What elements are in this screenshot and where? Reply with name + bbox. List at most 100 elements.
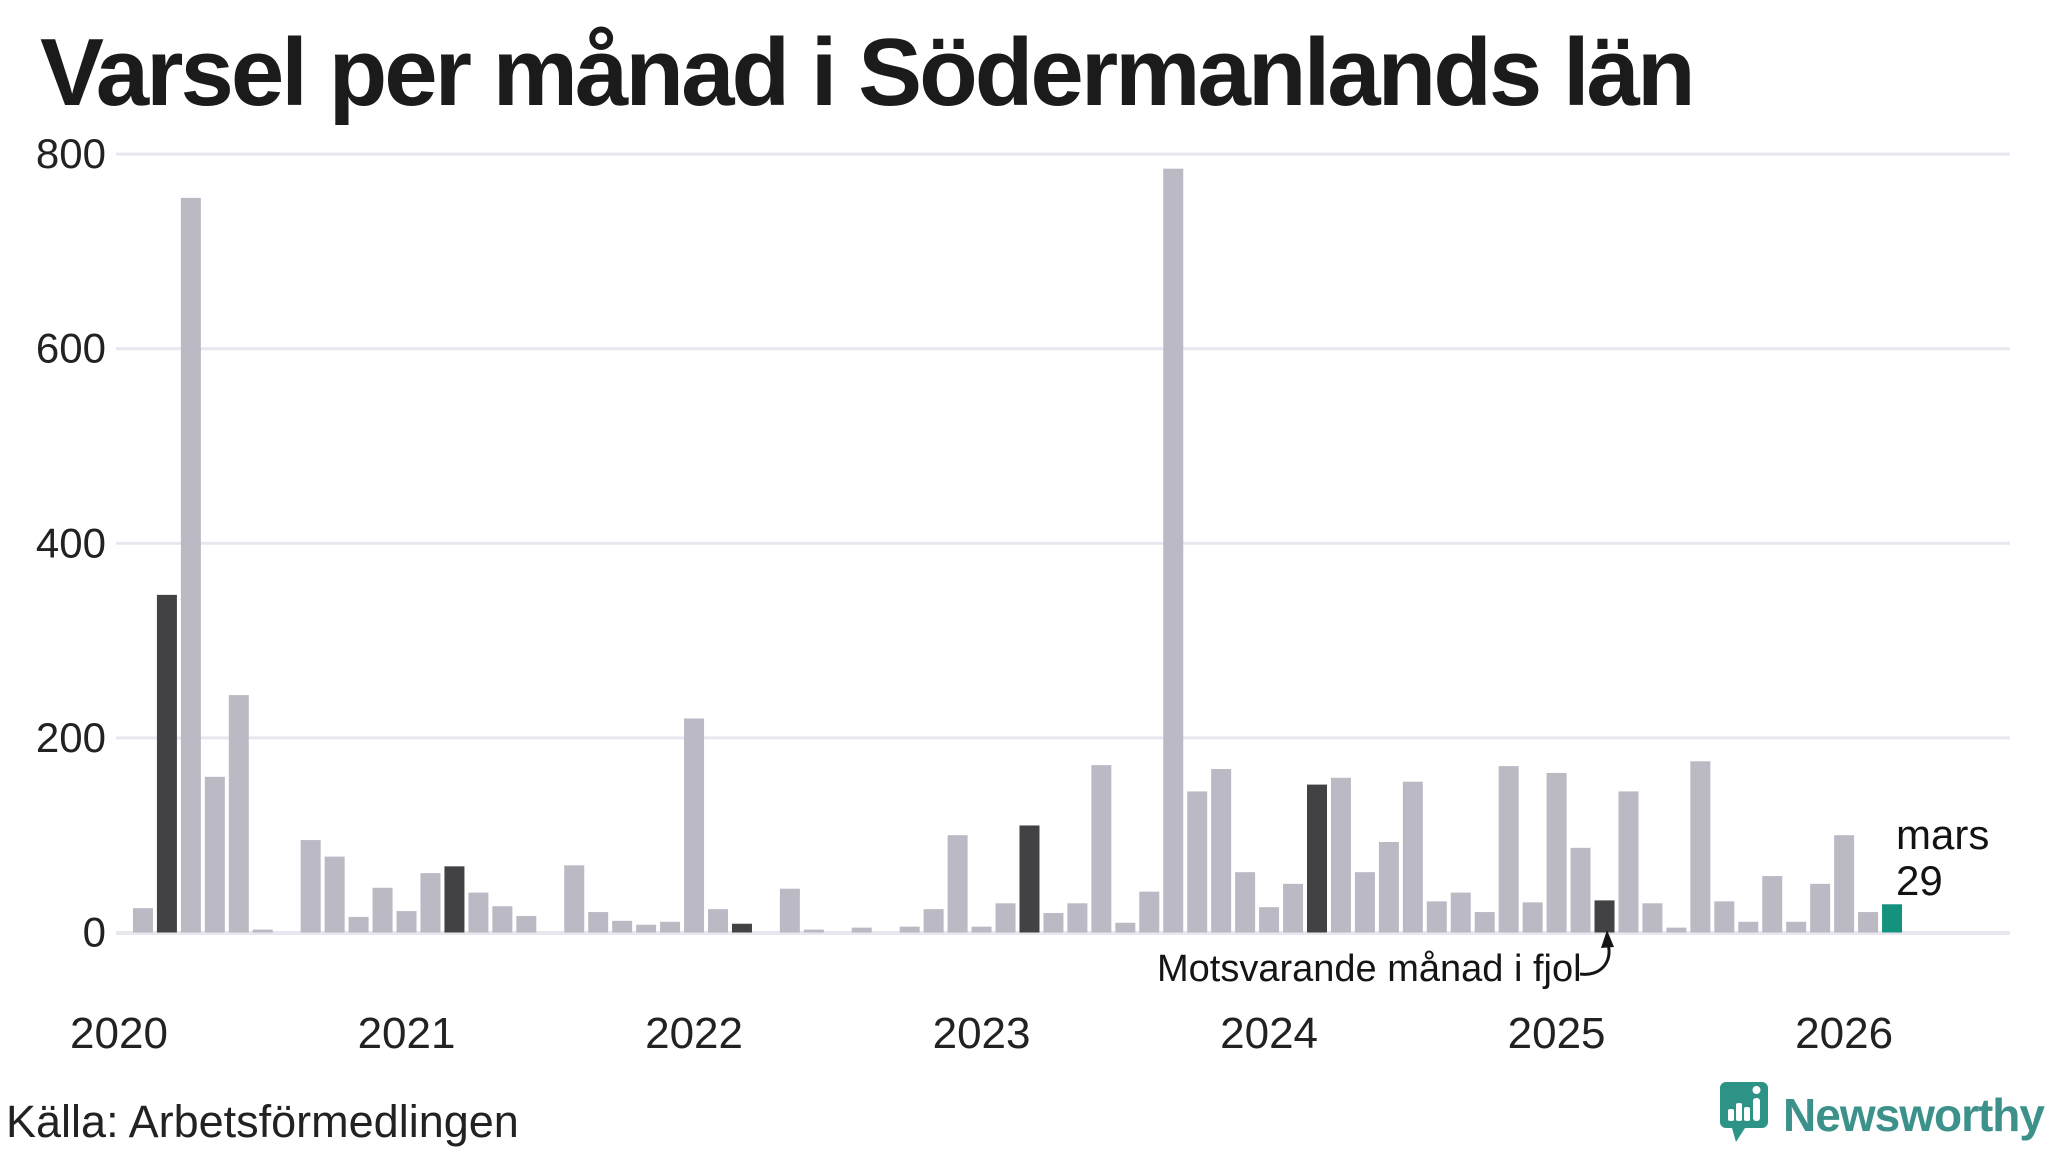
- bar-2024-jan: [1259, 907, 1280, 933]
- bar-2020-feb: [132, 908, 153, 933]
- bar-2025-jan: [1546, 772, 1567, 933]
- bar-2024-aug: [1426, 901, 1447, 933]
- bar-2025-sep: [1738, 921, 1759, 933]
- bar-2024-maj: [1354, 872, 1375, 933]
- bar-2021-jun: [516, 915, 537, 933]
- bar-2024-jul: [1402, 781, 1423, 933]
- x-tick-2021: 2021: [358, 1009, 456, 1058]
- bar-2021-nov: [636, 924, 657, 933]
- bar-2021-dec: [660, 921, 681, 933]
- x-tick-2025: 2025: [1508, 1009, 1606, 1058]
- chart-title: Varsel per månad i Södermanlands län: [40, 19, 1696, 126]
- bar-2023-jun: [1091, 765, 1112, 933]
- bar-2024-okt: [1474, 912, 1495, 933]
- bar-2023-feb: [995, 903, 1016, 933]
- bar-2022-aug: [851, 927, 872, 933]
- bar-2024-mar: [1307, 784, 1327, 933]
- gridline-0: [116, 931, 2010, 935]
- bars: [132, 168, 1903, 933]
- bar-2020-dec: [372, 887, 393, 933]
- y-tick-200: 200: [36, 714, 106, 761]
- x-tick-2024: 2024: [1220, 1009, 1318, 1058]
- bar-2020-maj: [204, 776, 225, 933]
- bar-2020-mar: [156, 594, 177, 933]
- bar-2021-apr: [468, 892, 489, 933]
- bar-2024-dec: [1522, 902, 1543, 933]
- bar-2021-mar: [444, 866, 465, 933]
- bar-2022-okt: [899, 926, 920, 933]
- bar-2023-nov: [1211, 769, 1232, 933]
- bar-2025-okt: [1762, 876, 1783, 933]
- bar-2025-mar: [1594, 900, 1615, 933]
- gridlines: [116, 152, 2010, 935]
- bar-2026-mar: [1882, 904, 1903, 933]
- bar-2023-mar: [1019, 825, 1040, 933]
- bar-2024-apr: [1330, 777, 1351, 933]
- bar-2021-jan: [396, 911, 417, 933]
- bar-2025-jul: [1690, 761, 1711, 933]
- bar-2020-jul: [252, 929, 273, 933]
- bar-2023-aug: [1139, 891, 1160, 933]
- bar-2025-aug: [1714, 901, 1735, 933]
- bar-2021-aug: [564, 865, 585, 933]
- brand-logo: Newsworthy: [1719, 1080, 2045, 1150]
- bar-2025-feb: [1570, 847, 1591, 933]
- current-month-name: mars: [1896, 811, 1990, 858]
- x-tick-2022: 2022: [645, 1009, 743, 1058]
- x-axis-year-labels: 2020 2021 2022 2023 2024 2025 2026: [70, 1009, 1893, 1058]
- bar-2025-maj: [1642, 903, 1663, 933]
- bar-2022-dec: [947, 835, 968, 933]
- annotation-label: Motsvarande månad i fjol: [1157, 948, 1582, 990]
- y-tick-400: 400: [36, 519, 106, 566]
- bar-2024-sep: [1450, 892, 1471, 933]
- bar-2022-feb: [708, 909, 728, 933]
- y-axis-tick-labels: 0 200 400 600 800: [36, 130, 106, 955]
- bar-2020-sep: [300, 840, 321, 933]
- bar-2023-apr: [1043, 913, 1064, 933]
- bar-2021-feb: [420, 873, 441, 933]
- bar-2025-dec: [1810, 883, 1831, 933]
- y-tick-800: 800: [36, 130, 106, 177]
- bar-2021-okt: [612, 920, 633, 933]
- bar-2023-jul: [1115, 922, 1136, 933]
- annotation-arrow: [1579, 930, 1614, 976]
- bar-2023-jan: [971, 926, 992, 933]
- gridline-600: [116, 347, 2010, 351]
- gridline-400: [116, 541, 2010, 545]
- x-tick-2020: 2020: [70, 1009, 168, 1058]
- bar-2023-sep: [1163, 168, 1184, 933]
- bar-2025-nov: [1786, 921, 1807, 933]
- bar-2022-jun: [803, 929, 824, 933]
- bar-2023-dec: [1235, 872, 1256, 933]
- current-month-label: mars 29: [1896, 812, 1989, 904]
- bar-2020-nov: [348, 916, 369, 933]
- bar-2024-jun: [1378, 842, 1399, 933]
- y-tick-600: 600: [36, 325, 106, 372]
- bar-2022-jan: [684, 718, 705, 933]
- bar-2022-mar: [731, 923, 752, 933]
- bar-2022-maj: [779, 888, 800, 933]
- brand-name: Newsworthy: [1783, 1089, 2045, 1141]
- gridline-200: [116, 736, 2010, 740]
- bar-2023-maj: [1067, 903, 1088, 933]
- newsworthy-bubble-icon: [1720, 1082, 1769, 1142]
- bar-2026-jan: [1834, 835, 1855, 933]
- source-credit: Källa: Arbetsförmedlingen: [6, 1096, 519, 1147]
- gridline-800: [116, 152, 2010, 156]
- bar-2021-sep: [588, 912, 609, 933]
- bar-2026-feb: [1858, 912, 1879, 933]
- x-tick-2023: 2023: [933, 1009, 1031, 1058]
- bar-2024-nov: [1498, 766, 1519, 933]
- bar-2025-jun: [1666, 927, 1687, 933]
- bar-2020-okt: [324, 856, 345, 933]
- current-month-value: 29: [1896, 857, 1943, 904]
- bar-2024-feb: [1283, 883, 1304, 933]
- x-tick-2026: 2026: [1795, 1009, 1893, 1058]
- bar-2023-okt: [1187, 791, 1208, 933]
- bar-2021-maj: [492, 906, 513, 933]
- bar-2020-jun: [228, 695, 249, 933]
- bar-2022-nov: [923, 909, 944, 933]
- bar-2025-apr: [1618, 791, 1639, 933]
